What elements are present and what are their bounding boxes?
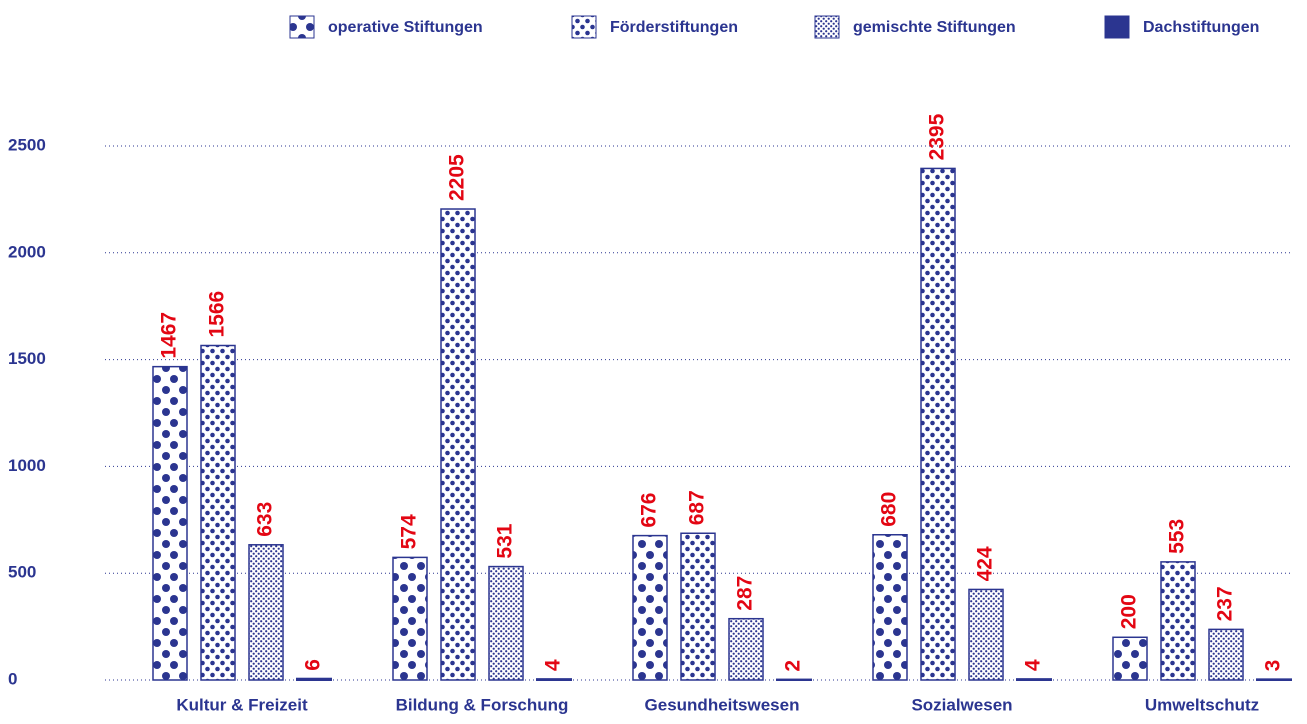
y-tick-label: 0 [8, 669, 17, 688]
legend-swatch [571, 15, 597, 39]
bar [920, 167, 956, 681]
legend-swatch [289, 15, 315, 39]
value-label: 633 [254, 502, 277, 537]
bar [536, 678, 572, 682]
value-label: 4 [1022, 659, 1045, 671]
bar [680, 532, 716, 681]
bar [152, 365, 188, 681]
legend-swatch [814, 15, 840, 39]
bar [392, 556, 428, 681]
x-tick-label: Bildung & Forschung [396, 695, 569, 714]
value-label: 2 [782, 660, 805, 672]
bar [440, 208, 476, 681]
legend-swatch [1104, 15, 1130, 39]
value-label: 3 [1262, 660, 1285, 672]
bar [1016, 678, 1052, 682]
value-label: 1566 [206, 291, 229, 338]
value-label: 424 [974, 546, 997, 581]
bar [872, 534, 908, 681]
x-tick-label: Gesundheitswesen [645, 695, 800, 714]
value-label: 680 [878, 492, 901, 527]
legend-label: Förderstiftungen [610, 19, 738, 36]
y-tick-label: 2000 [8, 242, 46, 261]
value-label: 6 [302, 659, 325, 671]
bar [200, 344, 236, 681]
value-label: 2205 [446, 154, 469, 201]
x-tick-label: Umweltschutz [1145, 695, 1259, 714]
bar [968, 588, 1004, 681]
bar [632, 534, 668, 681]
value-label: 687 [686, 490, 709, 525]
legend-label: Dachstiftungen [1143, 19, 1259, 36]
bar [1160, 561, 1196, 681]
bar [488, 565, 524, 681]
bar [1208, 628, 1244, 681]
value-label: 531 [494, 523, 517, 558]
bar [248, 544, 284, 681]
bar [728, 617, 764, 681]
legend-label: gemischte Stiftungen [853, 19, 1016, 36]
x-tick-label: Sozialwesen [911, 695, 1012, 714]
value-label: 4 [542, 659, 565, 671]
value-label: 676 [638, 493, 661, 528]
value-label: 287 [734, 576, 757, 611]
bar [1112, 636, 1148, 681]
y-tick-label: 1000 [8, 456, 46, 475]
value-label: 1467 [158, 312, 181, 359]
bar [296, 677, 332, 681]
y-tick-label: 2500 [8, 135, 46, 154]
value-label: 553 [1166, 519, 1189, 554]
value-label: 2395 [926, 113, 949, 160]
bar [1256, 678, 1292, 681]
value-label: 237 [1214, 586, 1237, 621]
x-tick-label: Kultur & Freizeit [176, 695, 308, 714]
y-tick-label: 500 [8, 563, 36, 582]
value-label: 200 [1118, 594, 1141, 629]
y-tick-label: 1500 [8, 349, 46, 368]
value-label: 574 [398, 514, 421, 549]
legend-label: operative Stiftungen [328, 19, 483, 36]
